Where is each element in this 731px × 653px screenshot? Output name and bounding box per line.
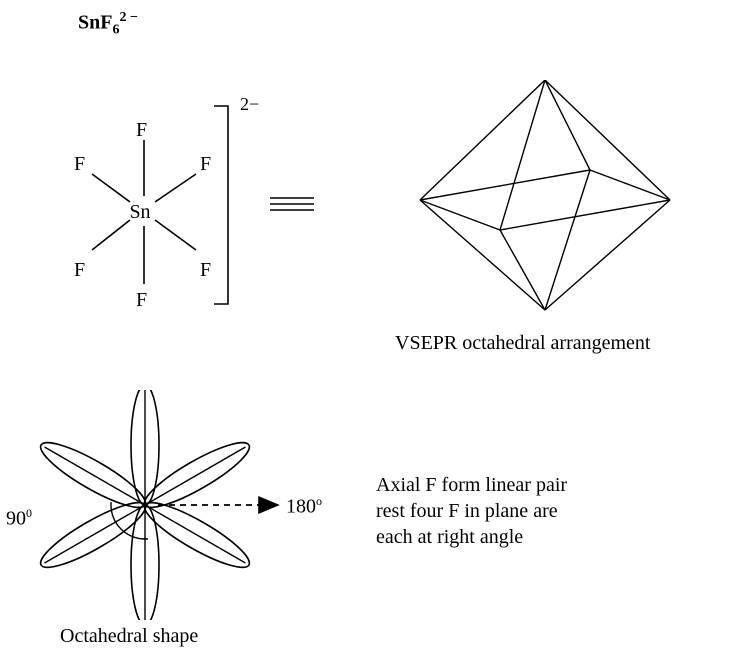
octahedron-caption: VSEPR octahedral arrangement: [395, 332, 650, 355]
equivalence-sign: [268, 190, 328, 220]
svg-text:F: F: [200, 259, 211, 281]
octahedron-diagram: [400, 80, 700, 330]
formula-element: Sn: [78, 12, 100, 34]
svg-text:F: F: [74, 153, 85, 175]
svg-text:Sn: Sn: [129, 201, 150, 223]
svg-text:F: F: [74, 259, 85, 281]
formula-charge: 2 −: [119, 10, 137, 25]
formula-ligand: F: [100, 12, 112, 34]
desc-line-3: each at right angle: [376, 524, 567, 550]
desc-line-1: Axial F form linear pair: [376, 472, 567, 498]
geometry-description: Axial F form linear pair rest four F in …: [376, 472, 567, 550]
angle-90-label: 900: [6, 506, 32, 531]
orbital-caption: Octahedral shape: [60, 625, 198, 648]
angle-180-label: 180o: [286, 494, 322, 519]
svg-text:2−: 2−: [240, 94, 259, 114]
svg-text:F: F: [136, 289, 147, 311]
formula-snf6: SnF62 −: [78, 10, 138, 39]
svg-text:F: F: [136, 119, 147, 141]
svg-text:F: F: [200, 153, 211, 175]
lewis-structure: Sn F F F F F F 2−: [60, 90, 290, 320]
desc-line-2: rest four F in plane are: [376, 498, 567, 524]
